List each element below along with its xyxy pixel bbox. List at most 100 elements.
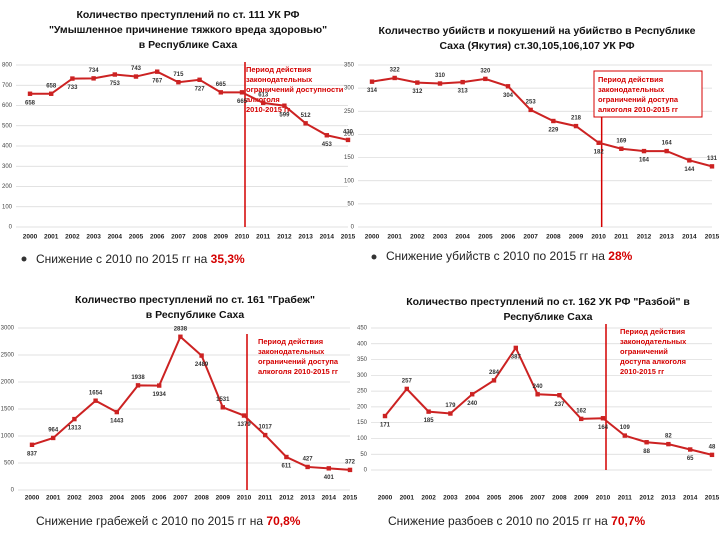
x-tick-label: 2013 xyxy=(298,234,313,241)
data-label: 312 xyxy=(412,89,423,95)
x-tick-label: 2007 xyxy=(523,234,538,241)
x-tick-label: 2000 xyxy=(25,495,40,502)
x-tick-label: 2005 xyxy=(131,495,146,502)
x-tick-label: 2013 xyxy=(659,234,674,241)
annotation: ограничений доступности xyxy=(246,85,344,94)
bullet xyxy=(371,254,377,260)
data-point xyxy=(91,76,96,81)
data-label: 171 xyxy=(380,423,391,429)
data-point xyxy=(709,164,715,169)
data-label: 284 xyxy=(489,370,500,376)
data-point xyxy=(178,334,183,339)
chart-title: "Умышленное причинение тяжкого вреда здо… xyxy=(49,24,327,36)
x-tick-label: 2007 xyxy=(171,234,186,241)
annotation: 2010-2015 гг xyxy=(620,367,664,376)
annotation: доступа алкоголя xyxy=(620,357,686,366)
caption-highlight: 70,7% xyxy=(611,514,645,528)
x-tick-label: 2004 xyxy=(108,234,123,241)
data-label: 169 xyxy=(616,138,627,144)
x-tick-label: 2009 xyxy=(569,234,584,241)
data-point xyxy=(505,84,511,89)
data-label: 310 xyxy=(435,73,446,79)
data-label: 313 xyxy=(458,89,469,95)
data-label: 1443 xyxy=(110,419,124,425)
data-label: 1531 xyxy=(216,397,230,403)
data-point xyxy=(51,435,56,441)
data-label: 253 xyxy=(526,99,537,105)
data-point xyxy=(709,452,715,458)
data-point xyxy=(220,405,225,410)
x-tick-label: 2010 xyxy=(591,234,606,241)
x-tick-label: 2015 xyxy=(341,234,356,241)
y-tick-label: 2500 xyxy=(1,353,15,359)
data-label: 257 xyxy=(402,378,413,384)
x-tick-label: 2013 xyxy=(661,495,676,502)
x-tick-label: 2002 xyxy=(421,495,436,502)
annotation: Период действия xyxy=(258,337,323,346)
y-tick-label: 1500 xyxy=(1,407,15,413)
data-label: 753 xyxy=(110,81,121,87)
data-point xyxy=(70,76,75,81)
annotation: ограничений доступа xyxy=(258,357,339,366)
annotation: ограничений xyxy=(620,347,668,356)
data-point xyxy=(155,69,160,74)
data-label: 453 xyxy=(322,142,333,148)
data-point xyxy=(369,79,375,84)
data-label: 237 xyxy=(554,402,565,408)
data-label: 322 xyxy=(390,68,401,74)
annotation: законодательных xyxy=(258,347,325,356)
y-tick-label: 200 xyxy=(2,184,13,190)
data-point xyxy=(460,79,465,85)
caption-text: Снижение убийств с 2010 по 2015 гг на xyxy=(386,249,608,263)
data-point xyxy=(557,393,562,398)
data-label: 48 xyxy=(709,444,716,450)
x-tick-label: 2006 xyxy=(150,234,165,241)
x-tick-label: 2014 xyxy=(320,234,335,241)
y-tick-label: 0 xyxy=(364,468,368,474)
annotation: Период действия xyxy=(598,75,663,84)
annotation: законодательных xyxy=(598,85,665,94)
data-point xyxy=(93,398,98,403)
y-tick-label: 150 xyxy=(344,155,355,161)
annotation-box xyxy=(593,70,703,118)
y-tick-label: 300 xyxy=(344,86,355,92)
data-point xyxy=(382,413,388,419)
y-tick-label: 150 xyxy=(357,420,368,426)
x-tick-label: 2008 xyxy=(192,234,207,241)
y-tick-label: 600 xyxy=(2,103,13,109)
y-tick-label: 350 xyxy=(344,63,355,69)
chart-title: Количество преступлений по ст. 111 УК РФ xyxy=(76,9,299,21)
data-point xyxy=(114,409,119,415)
data-point xyxy=(326,466,331,471)
y-tick-label: 200 xyxy=(344,132,355,138)
x-tick-label: 2009 xyxy=(574,495,589,502)
data-point xyxy=(483,76,488,82)
data-label: 734 xyxy=(89,68,100,74)
x-tick-label: 2008 xyxy=(546,234,561,241)
caption: Снижение убийств с 2010 по 2015 гг на 28… xyxy=(386,249,633,263)
data-label: 401 xyxy=(324,475,335,481)
data-point xyxy=(622,433,627,438)
data-point xyxy=(112,72,117,77)
data-label: 2489 xyxy=(195,362,209,368)
data-point xyxy=(600,416,606,421)
data-label: 733 xyxy=(67,85,78,91)
y-tick-label: 350 xyxy=(357,357,368,363)
x-tick-label: 2003 xyxy=(86,234,101,241)
data-point xyxy=(688,447,693,452)
x-tick-label: 2012 xyxy=(279,495,294,502)
data-label: 240 xyxy=(467,401,478,407)
data-point xyxy=(241,413,247,418)
chart-title: Количество преступлений по ст. 161 "Граб… xyxy=(75,294,315,306)
data-point xyxy=(72,416,77,422)
y-tick-label: 300 xyxy=(2,164,13,170)
chart-title: Саха (Якутия) ст.30,105,106,107 УК РФ xyxy=(439,40,634,52)
data-label: 82 xyxy=(665,434,672,440)
x-tick-label: 2014 xyxy=(683,495,698,502)
data-point xyxy=(448,411,453,416)
x-tick-label: 2006 xyxy=(509,495,524,502)
data-point xyxy=(284,454,289,460)
y-tick-label: 50 xyxy=(360,452,367,458)
data-point xyxy=(305,464,310,470)
